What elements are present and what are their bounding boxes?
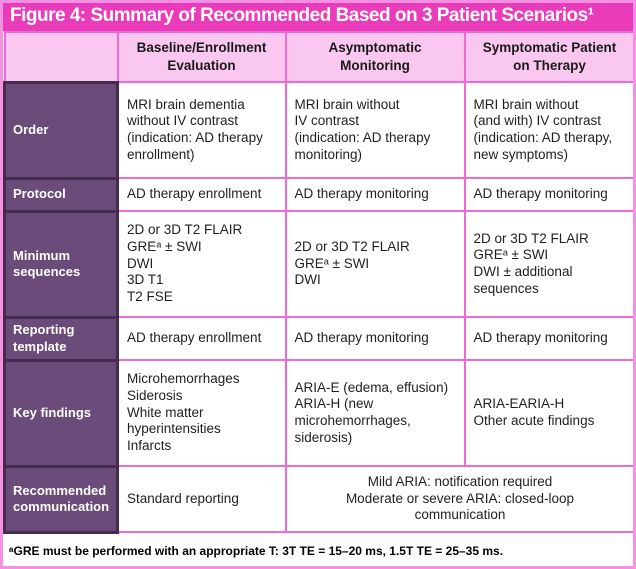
body-cell: 2D or 3D T2 FLAIR GREᵃ ± SWI DWI xyxy=(284,210,466,318)
row-header-minimum-sequences: Minimum sequences xyxy=(3,209,119,319)
body-cell: Standard reporting xyxy=(116,465,287,533)
body-cell: ARIA-E (edema, effusion) ARIA-H (new mic… xyxy=(284,359,466,467)
row-header-recommended-communication: Recommended communication xyxy=(3,464,119,534)
row-header-order: Order xyxy=(3,80,119,180)
body-cell: MRI brain without (and with) IV contrast… xyxy=(463,81,633,179)
table-header-row: Baseline/Enrollment Evaluation Asymptoma… xyxy=(3,31,633,83)
column-header-symptomatic: Symptomatic Patient on Therapy xyxy=(463,31,633,83)
table-row-recommended-communication: Recommended communication Standard repor… xyxy=(3,464,633,534)
body-cell: AD therapy monitoring xyxy=(463,316,633,361)
body-cell-aria-communication: Mild ARIA: notification required Moderat… xyxy=(284,465,633,533)
body-cell: AD therapy monitoring xyxy=(284,316,466,361)
column-header-asymptomatic: Asymptomatic Monitoring xyxy=(284,31,466,83)
table-row-key-findings: Key findings Microhemorrhages Siderosis … xyxy=(3,358,633,468)
corner-cell xyxy=(3,31,119,83)
figure-title: Figure 4: Summary of Recommended Based o… xyxy=(3,3,633,31)
body-cell: AD therapy enrollment xyxy=(116,177,287,212)
body-cell: MRI brain without IV contrast (indicatio… xyxy=(284,81,466,179)
table-row-order: Order MRI brain dementia without IV cont… xyxy=(3,80,633,180)
row-header-key-findings: Key findings xyxy=(3,358,119,468)
body-cell: AD therapy enrollment xyxy=(116,316,287,361)
body-cell: Microhemorrhages Siderosis White matter … xyxy=(116,359,287,467)
body-cell: AD therapy monitoring xyxy=(284,177,466,212)
column-header-baseline: Baseline/Enrollment Evaluation xyxy=(116,31,287,83)
body-cell: AD therapy monitoring xyxy=(463,177,633,212)
row-header-reporting-template: Reporting template xyxy=(3,315,119,362)
figure-footnote: ᵃGRE must be performed with an appropria… xyxy=(9,543,504,558)
body-cell: 2D or 3D T2 FLAIR GREᵃ ± SWI DWI 3D T1 T… xyxy=(116,210,287,318)
table-row-minimum-sequences: Minimum sequences 2D or 3D T2 FLAIR GREᵃ… xyxy=(3,209,633,319)
table-row-protocol: Protocol AD therapy enrollment AD therap… xyxy=(3,176,633,213)
body-cell: 2D or 3D T2 FLAIR GREᵃ ± SWI DWI ± addit… xyxy=(463,210,633,318)
body-cell: MRI brain dementia without IV contrast (… xyxy=(116,81,287,179)
table-row-reporting-template: Reporting template AD therapy enrollment… xyxy=(3,315,633,362)
body-cell: ARIA-EARIA-H Other acute findings xyxy=(463,359,633,467)
scenario-table: Baseline/Enrollment Evaluation Asymptoma… xyxy=(3,31,633,534)
row-header-protocol: Protocol xyxy=(3,176,119,213)
